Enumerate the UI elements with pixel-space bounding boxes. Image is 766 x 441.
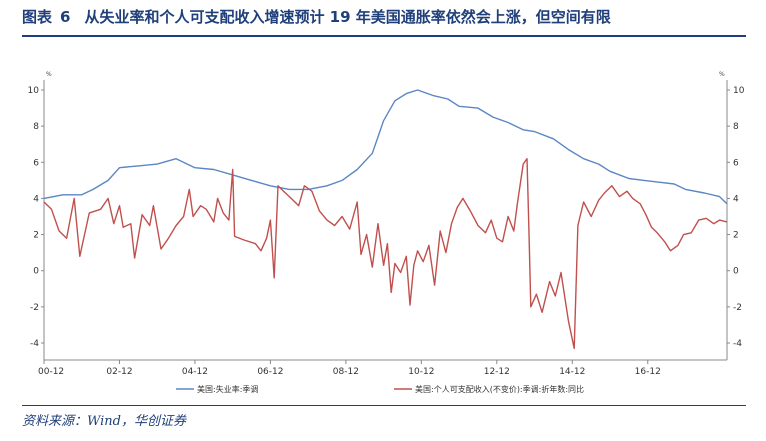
chart-legend: 美国:失业率:季调 美国:个人可支配收入(不变价):季调:折年数:同比 — [176, 384, 584, 394]
left-y-tick-label: 8 — [33, 122, 39, 132]
series-line-disposable-income — [43, 158, 728, 350]
x-tick-label: 00-12 — [38, 367, 64, 377]
series-line-unemployment — [43, 89, 728, 205]
figure-title: 图表 6 从失业率和个人可支配收入增速预计 19 年美国通胀率依然会上涨，但空间有限 — [22, 6, 611, 27]
x-tick-label: 12-12 — [484, 367, 510, 377]
right-y-tick-label: -2 — [733, 303, 742, 313]
left-y-tick-label: 10 — [28, 86, 40, 96]
x-tick-label: 06-12 — [257, 367, 283, 377]
left-y-tick-label: -2 — [30, 303, 39, 313]
x-tick-label: 10-12 — [408, 367, 434, 377]
legend-label: 美国:失业率:季调 — [197, 384, 258, 394]
x-tick-label: 16-12 — [635, 367, 661, 377]
chart-axes: % % -4 -4 -2 -2 0 0 2 2 4 4 6 6 8 8 10 10 00-12 02-12 04-12 0… — [28, 71, 745, 377]
left-y-tick-label: 4 — [33, 194, 39, 204]
left-y-tick-label: 6 — [33, 158, 39, 168]
right-y-tick-label: 10 — [733, 86, 745, 96]
left-y-tick-label: 2 — [33, 231, 39, 241]
x-tick-label: 04-12 — [182, 367, 208, 377]
legend-label: 美国:个人可支配收入(不变价):季调:折年数:同比 — [415, 384, 584, 394]
right-y-tick-label: 6 — [733, 158, 739, 168]
left-axis-unit: % — [46, 71, 52, 78]
right-y-tick-label: 2 — [733, 231, 739, 241]
right-y-tick-label: -4 — [733, 339, 742, 349]
x-tick-label: 14-12 — [559, 367, 585, 377]
right-y-tick-label: 4 — [733, 194, 739, 204]
x-tick-label: 02-12 — [106, 367, 132, 377]
right-y-tick-label: 0 — [733, 267, 739, 277]
figure-label: 图表 — [22, 8, 53, 26]
right-y-tick-label: 8 — [733, 122, 739, 132]
figure-number: 6 — [60, 8, 71, 26]
right-axis-unit: % — [719, 71, 725, 78]
title-rule — [22, 35, 746, 37]
series-lines — [43, 89, 728, 350]
x-tick-label: 08-12 — [333, 367, 359, 377]
source-rule — [22, 405, 746, 406]
source-note: 资料来源：Wind，华创证券 — [22, 414, 186, 429]
left-y-tick-label: -4 — [30, 339, 39, 349]
figure-title-text: 从失业率和个人可支配收入增速预计 19 年美国通胀率依然会上涨，但空间有限 — [84, 8, 611, 26]
left-y-tick-label: 0 — [33, 267, 39, 277]
